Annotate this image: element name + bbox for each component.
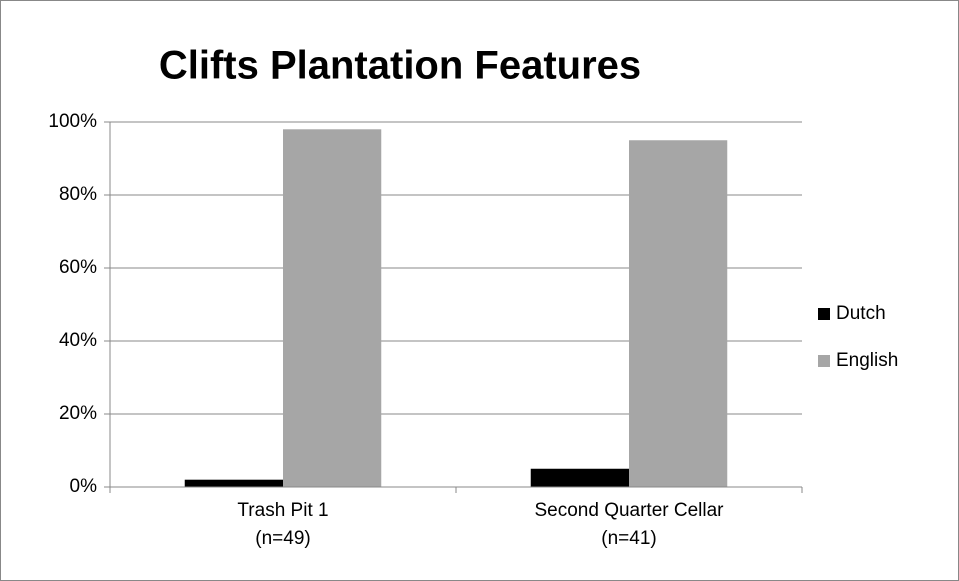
y-tick-label: 40% xyxy=(59,330,97,351)
y-tick-label: 80% xyxy=(59,184,97,205)
legend-swatch xyxy=(818,308,830,320)
bar xyxy=(629,140,728,487)
bar xyxy=(530,468,629,487)
legend-swatch xyxy=(818,355,830,367)
bar xyxy=(184,479,283,487)
legend-label: Dutch xyxy=(836,303,886,324)
x-tick-label: (n=49) xyxy=(255,528,310,549)
x-tick-label: Second Quarter Cellar xyxy=(534,500,724,521)
y-tick-label: 20% xyxy=(59,403,97,424)
y-tick-label: 60% xyxy=(59,257,97,278)
x-tick-label: (n=41) xyxy=(601,528,656,549)
bar xyxy=(283,129,382,488)
chart-title: Clifts Plantation Features xyxy=(159,44,641,88)
legend-label: English xyxy=(836,350,898,371)
y-tick-label: 100% xyxy=(48,111,97,132)
y-tick-label: 0% xyxy=(70,476,98,497)
x-tick-label: Trash Pit 1 xyxy=(237,500,328,521)
